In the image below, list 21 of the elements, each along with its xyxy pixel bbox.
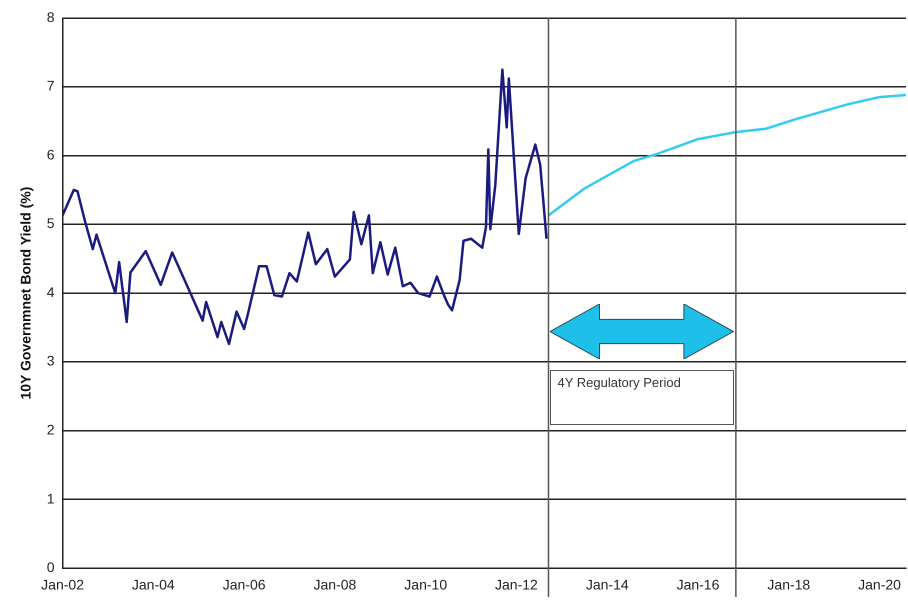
y-tick-label: 5 — [46, 215, 55, 232]
x-tick-label: Jan-12 — [495, 576, 538, 592]
x-tick-label: Jan-08 — [313, 576, 356, 592]
y-tick-label: 8 — [46, 8, 55, 25]
x-tick-label: Jan-20 — [858, 576, 902, 592]
note-box: 4Y Regulatory Period — [550, 370, 734, 426]
y-tick-label: 2 — [46, 422, 55, 438]
y-tick-label: 7 — [46, 78, 55, 94]
x-tick-label: Jan-16 — [676, 576, 720, 592]
x-tick-label: Jan-14 — [586, 576, 629, 592]
x-tick-label: Jan-06 — [222, 576, 266, 592]
y-tick-label: 4 — [46, 284, 55, 300]
x-tick-label: Jan-18 — [767, 576, 810, 592]
y-tick-label: 3 — [46, 352, 55, 369]
y-tick-label: 0 — [46, 559, 55, 576]
y-tick-label: 6 — [46, 146, 55, 162]
x-tick-label: Jan-10 — [404, 576, 448, 592]
y-axis-title: 10Y Governmnet Bond Yield (%) — [17, 186, 34, 400]
x-tick-label: Jan-02 — [41, 576, 84, 592]
x-tick-label: Jan-04 — [132, 576, 175, 592]
y-tick-label: 1 — [46, 490, 55, 506]
